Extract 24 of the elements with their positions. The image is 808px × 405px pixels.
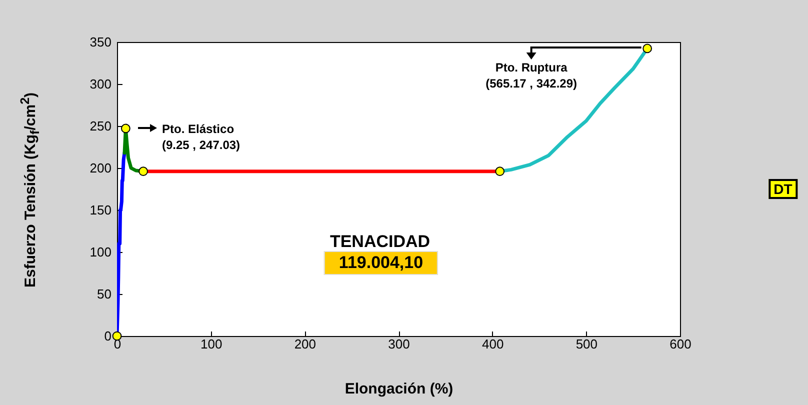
x-tick-label: 300 — [388, 336, 410, 352]
y-tick-label: 350 — [90, 34, 112, 50]
x-tick-label: 500 — [576, 336, 598, 352]
point — [642, 44, 652, 54]
annotation: Pto. Ruptura (565.17 , 342.29) — [486, 60, 578, 90]
y-tick-label: 300 — [90, 76, 112, 92]
y-tick-label: 50 — [97, 286, 112, 302]
point — [112, 331, 122, 341]
text: DT — [768, 179, 798, 199]
y-tick-label: 150 — [90, 202, 112, 218]
y-tick-label: 100 — [90, 244, 112, 260]
point — [120, 124, 130, 134]
annotation: TENACIDAD — [330, 232, 430, 252]
x-tick-label: 200 — [294, 336, 316, 352]
annotation: 119.004,10 — [324, 251, 438, 275]
annotation: Pto. Elástico (9.25 , 247.03) — [162, 121, 240, 153]
point — [138, 166, 148, 176]
point — [495, 166, 505, 176]
x-axis-title: Elongación (%) — [344, 380, 454, 398]
y-tick-label: 250 — [90, 118, 112, 134]
y-tick-label: 200 — [90, 160, 112, 176]
x-tick-label: 600 — [670, 336, 692, 352]
x-tick-label: 400 — [482, 336, 504, 352]
x-tick-label: 100 — [200, 336, 222, 352]
